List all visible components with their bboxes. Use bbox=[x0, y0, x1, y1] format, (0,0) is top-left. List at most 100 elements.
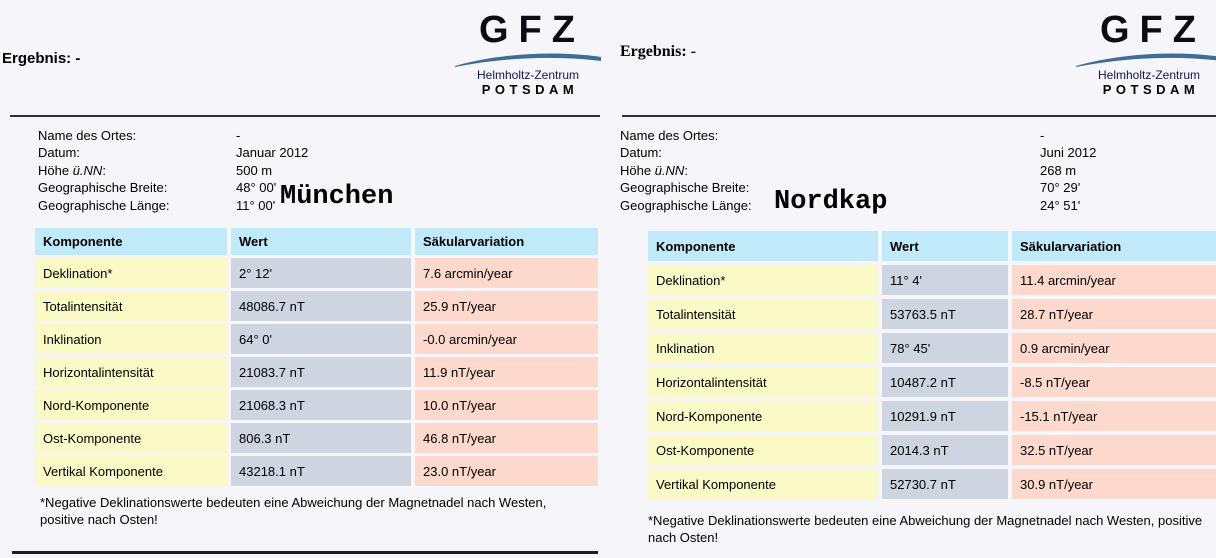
location-name: München bbox=[280, 182, 394, 212]
field-label: Geographische Länge: bbox=[620, 197, 752, 213]
cell-saekularvariation: 46.8 nT/year bbox=[415, 423, 598, 453]
field-label: Name des Ortes: bbox=[38, 128, 137, 143]
cell-wert: 11° 4' bbox=[882, 265, 1008, 295]
gfz-potsdam-label: POTSDAM bbox=[1102, 82, 1200, 97]
cell-komponente: Inklination bbox=[35, 324, 227, 354]
gfz-logo-text: GFZ bbox=[479, 9, 585, 51]
cell-saekularvariation: 10.0 nT/year bbox=[415, 390, 598, 420]
cell-saekularvariation: -8.5 nT/year bbox=[1012, 367, 1216, 397]
panel-muenchen: Ergebnis: - GFZ Helmholtz-Zentrum POTSDA… bbox=[2, 11, 603, 554]
field-name-des-ortes: Name des Ortes: - bbox=[620, 127, 1096, 144]
cell-wert: 78° 45' bbox=[882, 333, 1008, 363]
cell-saekularvariation: 11.9 nT/year bbox=[415, 357, 598, 387]
cell-saekularvariation: 30.9 nT/year bbox=[1012, 469, 1216, 499]
field-value: 70° 29' bbox=[1040, 180, 1081, 196]
declination-footnote: *Negative Deklinationswerte bedeuten ein… bbox=[648, 513, 1203, 545]
cell-komponente: Totalintensität bbox=[35, 291, 227, 321]
field-value: Januar 2012 bbox=[236, 145, 309, 161]
cell-saekularvariation: 7.6 arcmin/year bbox=[415, 258, 598, 288]
field-value: 268 m bbox=[1040, 162, 1077, 178]
field-label: Geographische Länge: bbox=[38, 197, 170, 213]
cell-saekularvariation: 23.0 nT/year bbox=[415, 456, 598, 486]
gfz-potsdam-label: POTSDAM bbox=[481, 82, 579, 97]
field-value: - bbox=[236, 128, 241, 143]
result-status: Ergebnis: - bbox=[2, 50, 81, 67]
cell-saekularvariation: 0.9 arcmin/year bbox=[1012, 333, 1216, 363]
field-value: 11° 00' bbox=[236, 197, 276, 213]
field-value: 48° 00' bbox=[236, 180, 277, 196]
col-header-wert: Wert bbox=[882, 231, 1008, 261]
field-label: Datum: bbox=[38, 145, 80, 161]
cell-wert: 806.3 nT bbox=[231, 423, 411, 453]
cell-wert: 48086.7 nT bbox=[231, 291, 411, 321]
cell-wert: 2° 12' bbox=[231, 258, 411, 288]
cell-komponente: Deklination* bbox=[648, 265, 878, 295]
field-name-des-ortes: Name des Ortes: - bbox=[38, 127, 308, 144]
cell-saekularvariation: -15.1 nT/year bbox=[1012, 401, 1216, 431]
gfz-logo-text: GFZ bbox=[1100, 9, 1206, 51]
cell-komponente: Ost-Komponente bbox=[648, 435, 878, 465]
field-label: Höhe ü.NN: bbox=[620, 162, 688, 178]
cell-wert: 53763.5 nT bbox=[882, 299, 1008, 329]
magnetic-components-table: Komponente Wert Säkularvariation Deklina… bbox=[35, 228, 598, 486]
header-divider bbox=[622, 115, 1216, 117]
cell-komponente: Horizontalintensität bbox=[648, 367, 878, 397]
cell-komponente: Deklination* bbox=[35, 258, 227, 288]
field-label: Name des Ortes: bbox=[620, 128, 719, 143]
cell-komponente: Nord-Komponente bbox=[35, 390, 227, 420]
cell-komponente: Inklination bbox=[648, 333, 878, 363]
cell-komponente: Vertikal Komponente bbox=[35, 456, 227, 486]
cell-saekularvariation: -0.0 arcmin/year bbox=[415, 324, 598, 354]
cell-komponente: Horizontalintensität bbox=[35, 357, 227, 387]
cell-wert: 21083.7 nT bbox=[231, 357, 411, 387]
col-header-komponente: Komponente bbox=[648, 231, 878, 261]
field-label: Datum: bbox=[620, 145, 662, 161]
field-hoehe: Höhe ü.NN: 268 m bbox=[620, 162, 1096, 179]
gfz-helmholtz-label: Helmholtz-Zentrum bbox=[1097, 68, 1201, 82]
col-header-saekularvariation: Säkularvariation bbox=[1012, 231, 1216, 261]
field-breite: Geographische Breite: 70° 29' bbox=[620, 179, 1096, 196]
gfz-helmholtz-label: Helmholtz-Zentrum bbox=[476, 68, 580, 82]
gfz-logo: GFZ Helmholtz-Zentrum POTSDAM bbox=[453, 11, 603, 97]
gfz-arc-icon bbox=[1076, 53, 1216, 67]
cell-wert: 21068.3 nT bbox=[231, 390, 411, 420]
cell-wert: 43218.1 nT bbox=[231, 456, 411, 486]
field-value: Juni 2012 bbox=[1040, 145, 1097, 161]
header-divider bbox=[10, 115, 600, 117]
panel-nordkap: Ergebnis: - GFZ Helmholtz-Zentrum POTSDA… bbox=[608, 0, 1216, 558]
field-breite: Geographische Breite: 48° 00' bbox=[38, 179, 308, 196]
field-datum: Datum: Juni 2012 bbox=[620, 144, 1096, 161]
field-value: - bbox=[1040, 128, 1045, 143]
location-name: Nordkap bbox=[774, 187, 888, 217]
cell-saekularvariation: 28.7 nT/year bbox=[1012, 299, 1216, 329]
field-datum: Datum: Januar 2012 bbox=[38, 144, 308, 161]
col-header-wert: Wert bbox=[231, 228, 411, 255]
magnetic-components-table: Komponente Wert Säkularvariation Deklina… bbox=[648, 231, 1216, 499]
cell-saekularvariation: 25.9 nT/year bbox=[415, 291, 598, 321]
declination-footnote: *Negative Deklinationswerte bedeuten ein… bbox=[40, 495, 547, 527]
field-hoehe: Höhe ü.NN: 500 m bbox=[38, 162, 308, 179]
cell-wert: 64° 0' bbox=[231, 324, 411, 354]
cell-komponente: Ost-Komponente bbox=[35, 423, 227, 453]
query-summary: Name des Ortes: - Datum: Januar 2012 Höhe … bbox=[38, 127, 308, 214]
cell-komponente: Vertikal Komponente bbox=[648, 469, 878, 499]
field-value: 500 m bbox=[236, 162, 273, 178]
cell-saekularvariation: 32.5 nT/year bbox=[1012, 435, 1216, 465]
field-value: 24° 51' bbox=[1040, 197, 1081, 213]
cell-wert: 10487.2 nT bbox=[882, 367, 1008, 397]
gfz-arc-icon bbox=[455, 53, 601, 67]
field-label: Geographische Breite: bbox=[620, 180, 750, 196]
field-laenge: Geographische Länge: 11° 00' bbox=[38, 197, 308, 214]
field-label: Höhe ü.NN: bbox=[38, 162, 106, 178]
bottom-divider bbox=[12, 551, 598, 554]
col-header-saekularvariation: Säkularvariation bbox=[415, 228, 598, 255]
cell-saekularvariation: 11.4 arcmin/year bbox=[1012, 265, 1216, 295]
cell-wert: 10291.9 nT bbox=[882, 401, 1008, 431]
cell-wert: 52730.7 nT bbox=[882, 469, 1008, 499]
field-label: Geographische Breite: bbox=[38, 180, 168, 196]
cell-komponente: Nord-Komponente bbox=[648, 401, 878, 431]
col-header-komponente: Komponente bbox=[35, 228, 227, 255]
cell-wert: 2014.3 nT bbox=[882, 435, 1008, 465]
result-status: Ergebnis: - bbox=[620, 43, 696, 60]
